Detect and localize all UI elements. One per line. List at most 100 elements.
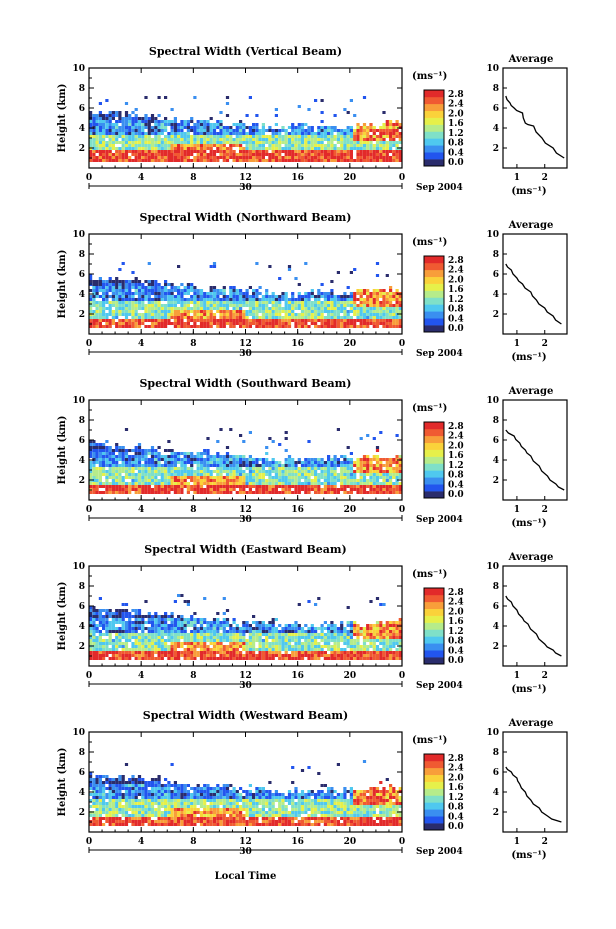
heatmap-cell	[157, 618, 161, 621]
heatmap-cell	[359, 156, 363, 159]
heatmap-cell	[385, 461, 389, 464]
heatmap-cell	[206, 141, 210, 144]
heatmap-cell	[183, 126, 187, 129]
heatmap-cell	[121, 612, 125, 615]
heatmap-cell	[154, 307, 158, 310]
heatmap-cell	[131, 645, 135, 648]
heatmap-cell	[389, 491, 393, 494]
heatmap-cell	[216, 289, 220, 292]
heatmap-cell	[186, 150, 190, 153]
heatmap-cell	[258, 621, 262, 624]
heatmap-cell	[300, 654, 305, 657]
heatmap-cell	[346, 135, 350, 138]
heatmap-cell	[320, 473, 324, 476]
heatmap-cell	[186, 636, 190, 639]
heatmap-cell	[173, 621, 177, 624]
heatmap-cell	[209, 624, 213, 627]
heatmap-cell	[98, 307, 102, 310]
heatmap-cell	[291, 159, 295, 162]
heatmap-cell	[320, 120, 324, 123]
heatmap-cell	[196, 464, 200, 467]
heatmap-cell	[193, 645, 197, 648]
heatmap-cell	[278, 277, 282, 280]
heatmap-cell	[265, 624, 269, 627]
heatmap-cell	[160, 153, 164, 156]
heatmap-cell	[232, 159, 236, 162]
heatmap-cell	[173, 153, 177, 156]
heatmap-cell	[212, 627, 217, 630]
heatmap-cell	[242, 156, 246, 159]
heatmap-cell	[297, 488, 301, 491]
heatmap-cell	[261, 633, 265, 636]
heatmap-cell	[131, 621, 135, 624]
heatmap-cell	[297, 313, 301, 316]
heatmap-cell	[307, 316, 311, 319]
heatmap-cell	[108, 129, 112, 132]
heatmap-cell	[154, 304, 158, 307]
heatmap-cell	[320, 310, 324, 313]
heatmap-cell	[222, 488, 226, 491]
heatmap-cell	[124, 280, 129, 283]
heatmap-cell	[362, 126, 367, 129]
heatmap-cell	[164, 482, 168, 485]
heatmap-cell	[128, 280, 132, 283]
heatmap-cell	[330, 310, 334, 313]
heatmap-cell	[108, 470, 112, 473]
heatmap-cell	[206, 298, 210, 301]
heatmap-cell	[118, 455, 122, 458]
heatmap-cell	[294, 488, 298, 491]
heatmap-cell	[278, 132, 282, 135]
heatmap-cell	[261, 144, 265, 147]
heatmap-cell	[115, 612, 119, 615]
heatmap-cell	[121, 648, 125, 651]
heatmap-cell	[294, 277, 298, 280]
colorbar-tick-label: 1.6	[448, 119, 464, 129]
heatmap-cell	[235, 132, 239, 135]
heatmap-cell	[395, 461, 399, 464]
heatmap-cell	[183, 144, 187, 147]
heatmap-cell	[108, 286, 112, 289]
heatmap-cell	[118, 304, 122, 307]
heatmap-cell	[362, 289, 367, 292]
heatmap-cell	[242, 440, 246, 443]
x-tick-label: 0	[399, 339, 405, 349]
heatmap-cell	[278, 319, 282, 322]
heatmap-cell	[307, 636, 311, 639]
heatmap-cell	[340, 464, 344, 467]
heatmap-cell	[206, 132, 210, 135]
heatmap-cell	[128, 476, 132, 479]
heatmap-cell	[248, 654, 252, 657]
heatmap-cell	[186, 313, 190, 316]
heatmap-cell	[349, 129, 353, 132]
heatmap-cell	[375, 289, 380, 292]
heatmap-cell	[304, 298, 308, 301]
heatmap-cell	[389, 150, 393, 153]
heatmap-cell	[248, 627, 252, 630]
heatmap-cell	[284, 476, 288, 479]
heatmap-cell	[183, 322, 187, 325]
heatmap-cell	[206, 144, 210, 147]
heatmap-cell	[278, 301, 282, 304]
heatmap-cell	[291, 470, 295, 473]
heatmap-cell	[356, 458, 360, 461]
heatmap-cell	[336, 479, 340, 482]
heatmap-cell	[327, 310, 331, 313]
heatmap-cell	[274, 144, 278, 147]
heatmap-cell	[108, 476, 112, 479]
heatmap-cell	[154, 289, 158, 292]
heatmap-cell	[98, 120, 102, 123]
heatmap-cell	[320, 111, 324, 114]
heatmap-cell	[274, 304, 278, 307]
heatmap-cell	[170, 461, 174, 464]
average-x-tick-label: 1	[514, 339, 520, 349]
heatmap-cell	[300, 141, 305, 144]
colorbar-swatch	[424, 456, 444, 464]
heatmap-cell	[164, 159, 168, 162]
heatmap-cell	[147, 147, 151, 150]
heatmap-cell	[177, 461, 181, 464]
heatmap-cell	[128, 295, 132, 298]
heatmap-cell	[196, 642, 200, 645]
heatmap-cell	[307, 491, 311, 494]
heatmap-cell	[167, 313, 171, 316]
heatmap-cell	[239, 636, 243, 639]
